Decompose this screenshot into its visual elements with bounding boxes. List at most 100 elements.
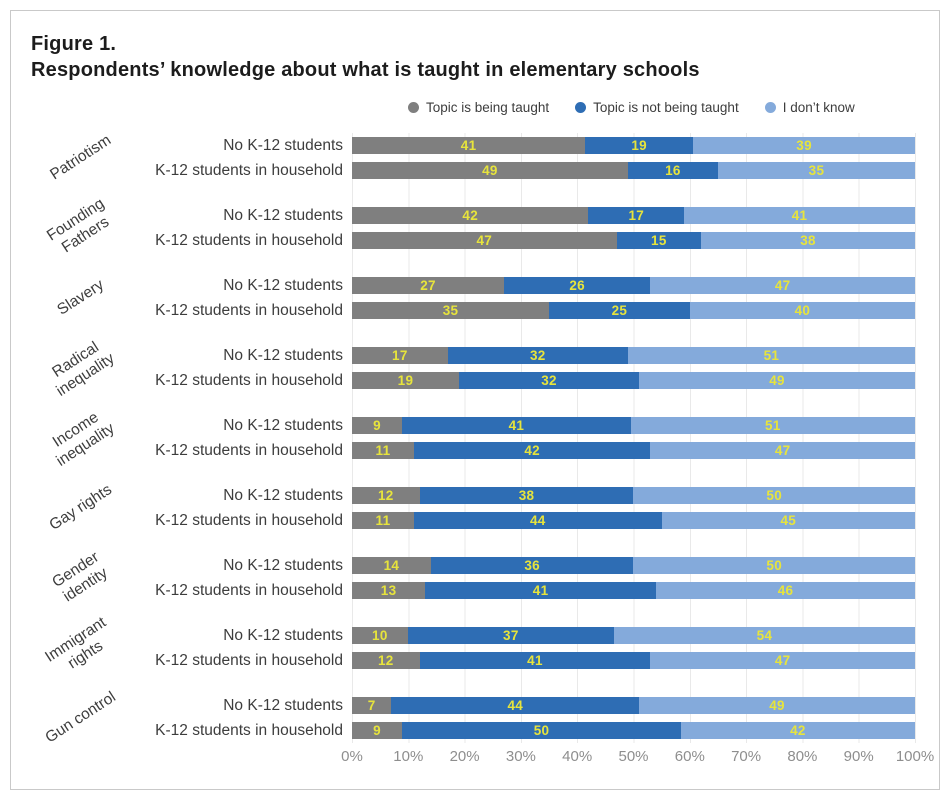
segment-value: 9 [373, 723, 381, 738]
stacked-bar: 13 41 46 [352, 582, 915, 599]
bar-row: No K-12 students 27 26 47 [11, 277, 939, 294]
segment-value: 46 [777, 583, 794, 598]
segment-value: 14 [383, 558, 400, 573]
bar-segment-taught: 14 [352, 557, 431, 574]
legend-label: Topic is being taught [426, 99, 550, 115]
segment-value: 39 [796, 138, 812, 153]
segment-value: 27 [420, 278, 436, 293]
bar-segment-taught: 13 [352, 582, 426, 599]
bar-segment-not-taught: 50 [402, 722, 681, 739]
x-axis-tick: 90% [843, 748, 874, 765]
segment-value: 32 [529, 348, 546, 363]
bar-segment-taught: 19 [352, 372, 459, 389]
row-label: No K-12 students [223, 276, 343, 294]
bar-segment-not-taught: 26 [504, 277, 651, 294]
segment-value: 15 [651, 233, 667, 248]
segment-value: 10 [372, 628, 388, 643]
segment-value: 17 [628, 208, 645, 223]
segment-value: 11 [375, 513, 391, 528]
bar-segment-dont-know: 41 [684, 207, 915, 224]
row-label: K-12 students in household [155, 651, 343, 669]
bar-segment-dont-know: 51 [630, 417, 915, 434]
segment-value: 50 [766, 488, 783, 503]
bar-segment-dont-know: 39 [693, 137, 915, 154]
bar-row: No K-12 students 10 37 54 [11, 627, 939, 644]
bar-row: No K-12 students 41 19 39 [11, 137, 939, 154]
figure-number: Figure 1. [31, 33, 117, 55]
bar-segment-dont-know: 45 [661, 512, 915, 529]
topic-group: Founding Fathers No K-12 students 42 17 41 K-… [11, 195, 939, 257]
segment-value: 19 [631, 138, 647, 153]
topic-group: Gay rights No K-12 students 12 38 50 K-12 stu… [11, 481, 939, 534]
segment-value: 42 [790, 723, 806, 738]
bar-segment-taught: 11 [352, 442, 414, 459]
bar-segment-taught: 11 [352, 512, 414, 529]
stacked-bar: 49 16 35 [352, 162, 915, 179]
segment-value: 41 [508, 418, 525, 433]
segment-value: 12 [377, 488, 394, 503]
legend-item-dont-know: I don’t know [764, 100, 855, 115]
legend-dot-taught-icon [408, 101, 419, 113]
topic-group: Patriotism No K-12 students 41 19 39 K-12 stu… [11, 132, 939, 183]
segment-value: 36 [524, 558, 540, 573]
stacked-bar: 17 32 51 [352, 347, 915, 364]
segment-value: 54 [756, 628, 773, 643]
bar-row: No K-12 students 14 36 50 [11, 557, 939, 574]
stacked-bar: 7 44 49 [352, 697, 915, 714]
x-axis-tick: 0% [341, 748, 363, 765]
stacked-bar: 9 50 42 [352, 722, 915, 739]
segment-value: 19 [397, 373, 414, 388]
segment-value: 44 [529, 513, 546, 528]
segment-value: 35 [808, 163, 825, 178]
bar-row: No K-12 students 42 17 41 [11, 207, 939, 224]
segment-value: 41 [527, 653, 543, 668]
stacked-bar: 41 19 39 [352, 137, 915, 154]
x-axis-tick: 10% [393, 748, 424, 765]
segment-value: 50 [766, 558, 783, 573]
row-label: K-12 students in household [155, 581, 343, 599]
bar-row: No K-12 students 12 38 50 [11, 487, 939, 504]
bar-segment-dont-know: 50 [633, 557, 915, 574]
bar-segment-not-taught: 38 [419, 487, 634, 504]
bar-segment-taught: 9 [352, 722, 403, 739]
bar-segment-not-taught: 41 [402, 417, 631, 434]
stacked-bar: 10 37 54 [352, 627, 915, 644]
bar-segment-not-taught: 37 [407, 627, 614, 644]
bar-segment-not-taught: 41 [425, 582, 657, 599]
segment-value: 47 [774, 443, 791, 458]
stacked-bar: 27 26 47 [352, 277, 915, 294]
stacked-bar: 11 44 45 [352, 512, 915, 529]
chart-groups: Patriotism No K-12 students 41 19 39 K-12 stu… [11, 132, 939, 746]
bar-segment-taught: 49 [352, 162, 628, 179]
x-axis-tick: 80% [787, 748, 818, 765]
bar-segment-not-taught: 16 [627, 162, 718, 179]
stacked-bar: 35 25 40 [352, 302, 915, 319]
bar-segment-dont-know: 46 [656, 582, 915, 599]
row-label: No K-12 students [223, 556, 343, 574]
bar-segment-taught: 12 [352, 652, 420, 669]
row-label: K-12 students in household [155, 441, 343, 459]
bar-segment-not-taught: 44 [413, 512, 662, 529]
segment-value: 38 [518, 488, 535, 503]
segment-value: 47 [774, 278, 791, 293]
stacked-bar: 14 36 50 [352, 557, 915, 574]
segment-value: 7 [367, 698, 376, 713]
topic-group: Radical inequality No K-12 students 17 32 51… [11, 339, 939, 400]
bar-segment-not-taught: 17 [588, 207, 685, 224]
bar-row: K-12 students in household 11 42 47 [11, 442, 939, 459]
bar-row: No K-12 students 17 32 51 [11, 347, 939, 364]
segment-value: 49 [769, 373, 785, 388]
row-label: K-12 students in household [155, 721, 343, 739]
chart-legend: Topic is being taught Topic is not being … [408, 99, 939, 115]
bar-segment-taught: 35 [352, 302, 550, 319]
bar-segment-dont-know: 49 [639, 697, 915, 714]
legend-item-taught: Topic is being taught [408, 100, 549, 115]
stacked-bar: 47 15 38 [352, 232, 915, 249]
segment-value: 26 [569, 278, 585, 293]
row-label: No K-12 students [223, 136, 343, 154]
segment-value: 25 [611, 303, 628, 318]
bar-row: K-12 students in household 12 41 47 [11, 652, 939, 669]
row-label: No K-12 students [223, 346, 343, 364]
segment-value: 13 [380, 583, 397, 598]
bar-row: K-12 students in household 13 41 46 [11, 582, 939, 599]
